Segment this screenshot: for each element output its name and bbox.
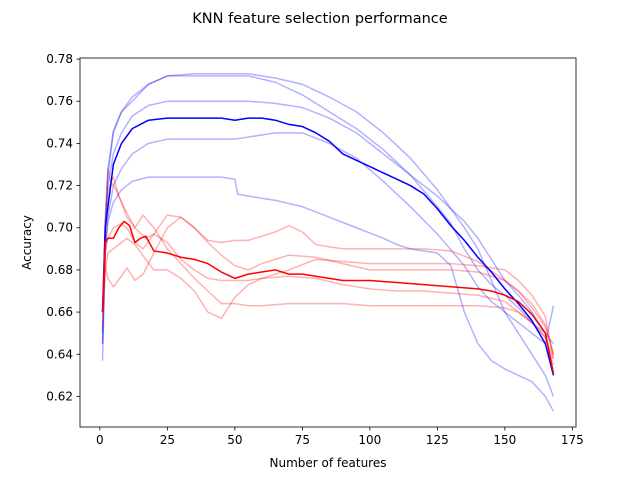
plot-frame xyxy=(79,57,577,428)
y-tick-label-8: 0.78 xyxy=(46,52,73,66)
blue-fold-line-0 xyxy=(101,73,555,397)
y-tick-label-2: 0.66 xyxy=(46,305,73,319)
red-mean-line-11 xyxy=(101,220,555,374)
blue-fold-line-1 xyxy=(101,75,555,345)
y-tick-label-4: 0.70 xyxy=(46,221,73,235)
y-axis-ticks: 0.62 0.64 0.66 0.68 0.70 0.72 0.74 0.76 0.78 xyxy=(46,52,80,403)
y-tick-label-0: 0.62 xyxy=(46,389,73,403)
y-tick-label-7: 0.76 xyxy=(46,94,73,108)
y-tick-label-1: 0.64 xyxy=(46,347,73,361)
y-tick-label-6: 0.74 xyxy=(46,136,73,150)
chart-title: KNN feature selection performance xyxy=(192,11,447,27)
x-tick-label-7: 175 xyxy=(561,433,584,447)
y-axis-label: Accuracy xyxy=(20,215,34,270)
x-tick-label-3: 75 xyxy=(295,433,310,447)
blue-mean-line-10 xyxy=(101,117,555,376)
x-tick-label-4: 100 xyxy=(358,433,381,447)
y-tick-label-3: 0.68 xyxy=(46,263,73,277)
x-tick-label-1: 25 xyxy=(160,433,175,447)
x-tick-label-6: 150 xyxy=(493,433,516,447)
plot-area xyxy=(80,58,576,427)
red-fold-line-8 xyxy=(101,237,555,359)
red-fold-line-7 xyxy=(101,214,555,355)
x-axis-label: Number of features xyxy=(270,456,387,470)
red-fold-line-9 xyxy=(101,216,555,355)
blue-fold-line-2 xyxy=(101,100,555,376)
x-tick-label-2: 50 xyxy=(227,433,242,447)
series-layer xyxy=(101,73,555,412)
y-tick-label-5: 0.72 xyxy=(46,179,73,193)
red-fold-line-5 xyxy=(101,167,555,359)
blue-fold-line-4 xyxy=(101,176,555,412)
x-tick-label-0: 0 xyxy=(96,433,104,447)
x-axis-ticks: 0 25 50 75 100 125 150 175 xyxy=(96,427,584,447)
blue-fold-line-3 xyxy=(101,132,555,361)
red-fold-line-6 xyxy=(101,176,555,366)
x-tick-label-5: 125 xyxy=(426,433,449,447)
